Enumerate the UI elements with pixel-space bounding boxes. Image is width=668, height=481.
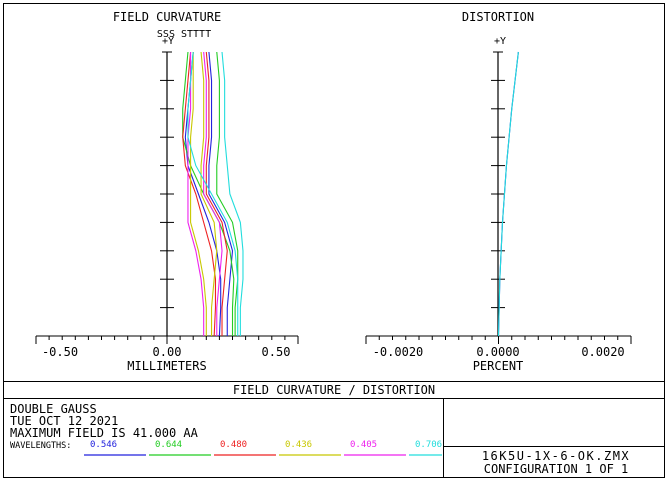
distortion-tick-label-right: 0.0020 xyxy=(581,345,624,359)
distortion-x-axis-label: PERCENT xyxy=(473,359,524,373)
field-curvature-curves xyxy=(182,51,244,337)
wavelength-value-6: 0.706 xyxy=(415,440,442,450)
field-curvature-series-8-curve xyxy=(200,51,218,336)
field-curvature-series-6-curve xyxy=(205,51,228,336)
wavelength-legend: 0.546 0.644 0.480 0.436 0.405 0.706 xyxy=(84,440,442,456)
distortion-y-axis-label: +Y xyxy=(494,36,506,47)
footer-date: TUE OCT 12 2021 xyxy=(10,414,118,428)
field-curvature-tick-label-right: 0.50 xyxy=(262,345,291,359)
field-curvature-series-9-curve xyxy=(187,52,205,336)
distortion-tick-label-center: 0.0000 xyxy=(476,345,519,359)
field-curvature-series-7-curve xyxy=(190,52,207,336)
wavelength-value-5: 0.405 xyxy=(350,440,377,450)
field-curvature-axes xyxy=(35,51,299,344)
footer-block: FIELD CURVATURE / DISTORTION DOUBLE GAUS… xyxy=(3,381,665,478)
field-curvature-tick-label-center: 0.00 xyxy=(153,345,182,359)
distortion-axes xyxy=(365,51,632,344)
wavelength-value-4: 0.436 xyxy=(285,440,312,450)
field-curvature-series-11-curve xyxy=(187,51,239,336)
field-curvature-series-10-curve xyxy=(203,51,223,336)
field-curvature-series-2-curve xyxy=(208,51,234,336)
field-curvature-title: FIELD CURVATURE xyxy=(113,10,221,24)
footer-configuration: CONFIGURATION 1 OF 1 xyxy=(484,462,629,476)
footer-filename: 16K5U-1X-6-OK.ZMX xyxy=(482,449,630,463)
distortion-tick-label-left: -0.0020 xyxy=(373,345,424,359)
wavelengths-label: WAVELENGTHS: xyxy=(10,441,71,451)
outer-frame xyxy=(3,3,665,478)
distortion-series-2-curve xyxy=(497,51,519,337)
footer-lens-name: DOUBLE GAUSS xyxy=(10,402,97,416)
field-curvature-y-axis-label: +Y xyxy=(162,36,174,47)
field-curvature-series-labels: SSS STTTT xyxy=(157,29,211,40)
field-curvature-series-4-curve xyxy=(216,51,239,336)
distortion-chart: DISTORTION +Y -0.0020 0.0000 0.0020 PERC… xyxy=(365,10,632,373)
wavelength-value-1: 0.546 xyxy=(90,440,117,450)
field-curvature-tick-label-left: -0.50 xyxy=(42,345,78,359)
footer-max-field: MAXIMUM FIELD IS 41.000 AA xyxy=(10,426,199,440)
wavelength-value-3: 0.480 xyxy=(220,440,247,450)
distortion-curves xyxy=(497,51,519,337)
distortion-title: DISTORTION xyxy=(462,10,534,24)
field-curvature-chart: FIELD CURVATURE SSS STTTT +Y -0.50 0.00 … xyxy=(35,10,299,373)
footer-title: FIELD CURVATURE / DISTORTION xyxy=(233,383,435,397)
wavelength-value-2: 0.644 xyxy=(155,440,182,450)
field-curvature-series-12-curve xyxy=(221,51,244,336)
field-curvature-series-5-curve xyxy=(182,51,217,337)
field-curvature-x-axis-label: MILLIMETERS xyxy=(127,359,206,373)
